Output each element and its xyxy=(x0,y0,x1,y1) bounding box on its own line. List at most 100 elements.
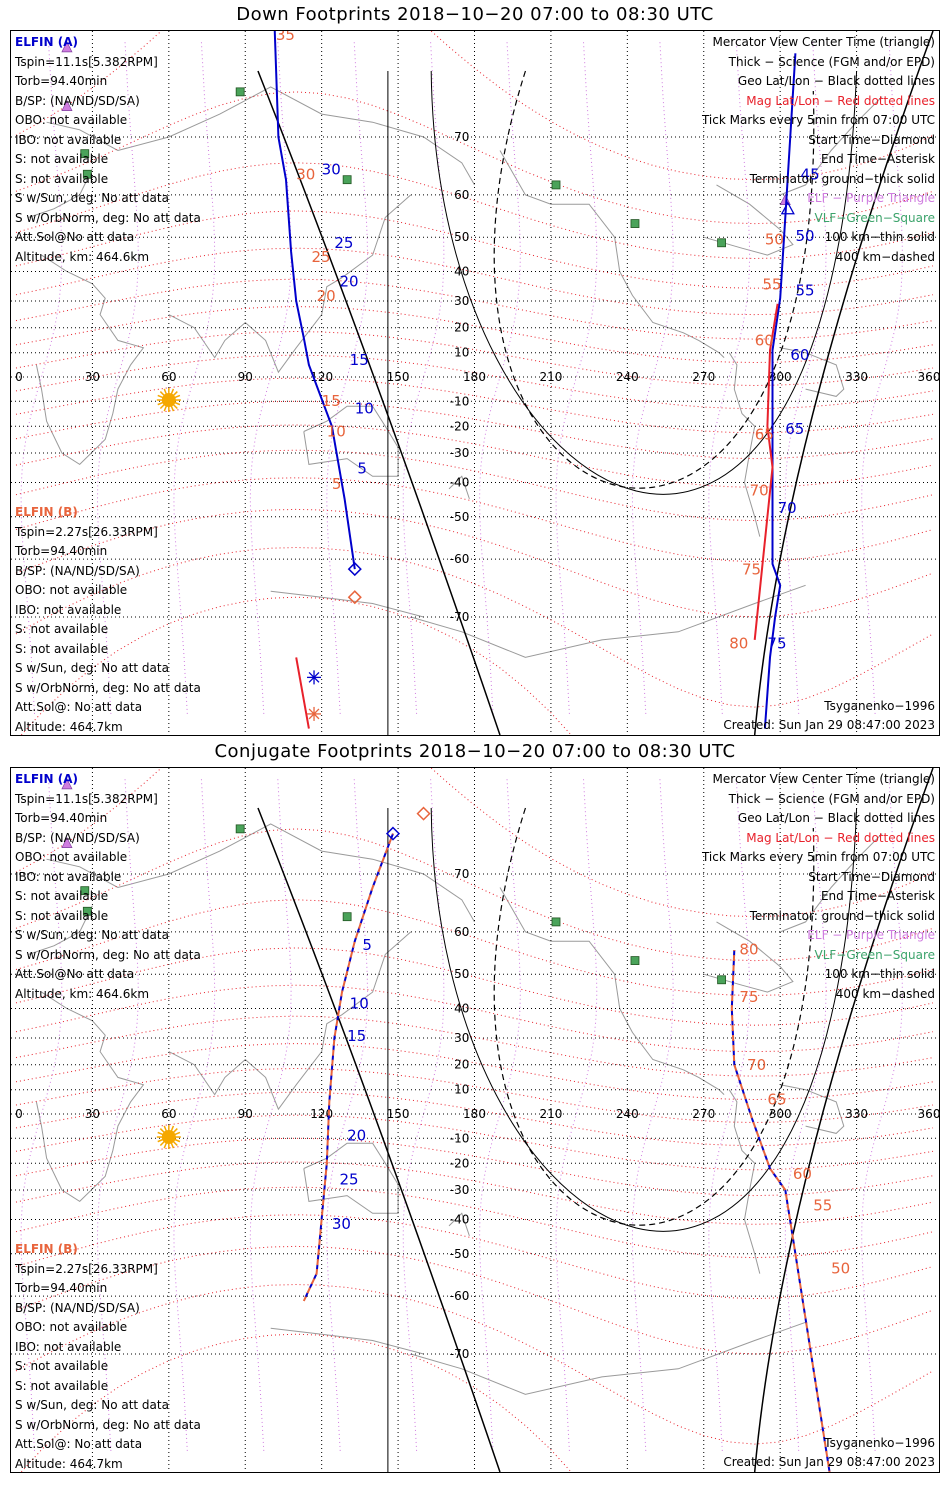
info_right-line: Tick Marks every 5min from 07:00 UTC xyxy=(701,113,935,127)
lat-tick-label: -40 xyxy=(450,476,470,490)
tick-label: 60 xyxy=(755,331,774,349)
terminator-east-curve xyxy=(753,31,934,735)
info_left_a-line: S w/OrbNorm, deg: No att data xyxy=(15,210,201,225)
tick-label: 50 xyxy=(831,1260,850,1278)
info_right-line: Thick − Science (FGM and/or EPD) xyxy=(728,791,935,806)
mag-meridian xyxy=(861,777,903,1451)
coastline xyxy=(28,168,93,218)
coastline xyxy=(35,991,145,1203)
mag-meridian xyxy=(249,40,292,714)
mag-parallel xyxy=(15,247,934,316)
mag-parallel xyxy=(15,162,934,260)
lon-tick-label: 360 xyxy=(918,370,939,384)
info_left_b-line: Torb=94.40min xyxy=(15,544,108,558)
lon-tick-label: 30 xyxy=(85,1107,100,1121)
info_right-line: Geo Lat/Lon − Black dotted lines xyxy=(737,74,935,88)
info_left_b-line: Altitude: 464.7km xyxy=(15,1456,123,1471)
lat-tick-label: 40 xyxy=(454,1001,469,1015)
info_right-line: Geo Lat/Lon − Black dotted lines xyxy=(737,811,935,825)
info_left_b-line: IBO: not available xyxy=(15,1339,122,1354)
mag-meridian xyxy=(402,777,445,1451)
lat-tick-label: -60 xyxy=(450,552,470,566)
info_left_a-line: ELFIN (A) xyxy=(15,772,78,786)
tick-label: 60 xyxy=(793,1165,812,1183)
mag-parallel xyxy=(15,984,934,1053)
lat-tick-label: -30 xyxy=(450,446,470,460)
lon-tick-label: 300 xyxy=(769,370,792,384)
tick-label: 65 xyxy=(767,1090,786,1108)
tick-label: 50 xyxy=(765,231,784,249)
info_right-line: VLF−Green−Square xyxy=(814,210,936,225)
info_left_b-line: S: not available xyxy=(15,622,109,636)
info_left_a-line: OBO: not available xyxy=(15,850,128,864)
lon-tick-label: 270 xyxy=(692,370,715,384)
coastline xyxy=(703,184,794,256)
info_left_b-line: Tspin=2.27s[26.33RPM] xyxy=(15,1261,158,1276)
mag-parallel xyxy=(15,1015,934,1077)
legend-info: Mercator View Center Time (triangle) Thic… xyxy=(702,33,935,267)
elfin-a-info: ELFIN (A) Tspin=11.1s[5.382RPM] Torb=94.40… xyxy=(15,770,201,1004)
lon-tick-label: 180 xyxy=(463,370,486,384)
lat-tick-label: 20 xyxy=(454,1058,469,1072)
tick-label: 45 xyxy=(801,166,820,184)
coastline xyxy=(168,931,412,1111)
info_left_a-line: Altitude, km: 464.6km xyxy=(15,986,150,1001)
mag-meridian xyxy=(861,40,903,714)
mag-meridian xyxy=(555,40,598,714)
lat-tick-label: -60 xyxy=(450,1289,470,1303)
lat-tick-label: 30 xyxy=(454,294,469,308)
lat-tick-label: 60 xyxy=(454,188,469,202)
lat-tick-label: -10 xyxy=(450,1131,470,1145)
tick-label: 20 xyxy=(317,287,336,305)
info_left_a-line: Torb=94.40min xyxy=(15,811,108,825)
info_left_a-line: B/SP: (NA/ND/SD/SA) xyxy=(15,93,140,108)
lon-tick-label: 120 xyxy=(310,370,333,384)
coastline xyxy=(410,584,806,658)
mag-parallel xyxy=(15,508,934,618)
green-square-icon xyxy=(80,886,90,896)
lat-tick-label: 70 xyxy=(454,130,469,144)
lat-tick-label: 50 xyxy=(454,967,469,981)
tick-label: 30 xyxy=(332,1215,351,1233)
info_left_b-line: IBO: not available xyxy=(15,602,122,617)
tick-label: 55 xyxy=(795,281,814,299)
asterisk-icon xyxy=(307,670,322,685)
mag-meridian xyxy=(479,777,521,1451)
tick-label: 75 xyxy=(739,988,758,1006)
mag-grid xyxy=(15,768,934,1472)
mag-parallel xyxy=(15,1161,934,1225)
info_right-line: Terminator: ground−thick solid xyxy=(749,908,935,923)
tick-label: 35 xyxy=(276,31,295,44)
info_right-line: Start Time−Diamond xyxy=(808,869,935,884)
info_right-line: Mag Lat/Lon − Red dotted lines xyxy=(746,830,935,845)
terminator xyxy=(257,31,934,735)
mag-meridian xyxy=(20,777,63,1451)
lon-tick-label: 60 xyxy=(161,1107,176,1121)
km400-contour xyxy=(493,807,815,1226)
tick-label: 30 xyxy=(296,166,315,184)
sun-icon xyxy=(156,1125,181,1150)
coastline xyxy=(448,1212,470,1237)
coastline xyxy=(728,1089,761,1274)
km100-contour xyxy=(430,70,858,495)
lat-tick-label: -50 xyxy=(450,1247,470,1261)
lon-tick-label: 150 xyxy=(387,370,410,384)
elfin-a-info: ELFIN (A) Tspin=11.1s[5.382RPM] Torb=94.40… xyxy=(15,33,201,267)
geo-grid xyxy=(11,768,939,1472)
lon-tick-label: 210 xyxy=(539,1107,562,1121)
info_right-line: Tick Marks every 5min from 07:00 UTC xyxy=(701,850,935,864)
coastlines xyxy=(28,86,883,658)
info_left_a-line: Tspin=11.1s[5.382RPM] xyxy=(15,54,158,69)
sun-icon xyxy=(156,388,181,413)
info_left_b-line: Torb=94.40min xyxy=(15,1281,108,1295)
tick-label: 25 xyxy=(311,248,330,266)
lon-tick-label: 330 xyxy=(845,1107,868,1121)
coastline xyxy=(703,921,794,993)
lon-tick-label: 180 xyxy=(463,1107,486,1121)
green-square-icon xyxy=(630,956,640,965)
coastline xyxy=(28,905,93,955)
diamond-icon xyxy=(347,562,362,577)
coastline xyxy=(780,833,883,933)
mag-parallel xyxy=(15,899,934,997)
green-square-icon xyxy=(551,917,561,927)
